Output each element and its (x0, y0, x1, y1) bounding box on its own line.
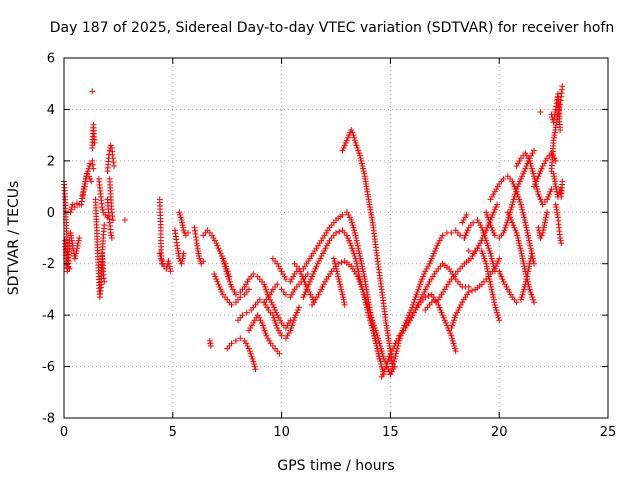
data-series-s25 (224, 335, 259, 373)
data-series-s55 (550, 170, 566, 200)
data-series-s38 (387, 227, 468, 378)
y-tick-label: 6 (47, 52, 55, 67)
y-tick-label: -8 (42, 412, 55, 427)
y-tick-label: -6 (42, 360, 55, 375)
chart-title: Day 187 of 2025, Sidereal Day-to-day VTE… (50, 20, 614, 36)
data-series-s06 (79, 170, 95, 200)
data-series-s28 (256, 276, 294, 331)
data-series-s04 (67, 229, 83, 262)
data-series-s15 (121, 217, 128, 223)
data-series-s22 (211, 271, 252, 308)
plot-frame (63, 57, 609, 419)
data-series-s54 (548, 83, 566, 175)
x-tick-label: 20 (491, 425, 508, 440)
x-axis-label: GPS time / hours (277, 458, 394, 474)
x-tick-label: 5 (169, 425, 177, 440)
data-series-s07 (89, 121, 98, 151)
data-series-s53 (537, 109, 544, 115)
y-tick-label: -4 (42, 309, 55, 324)
data-markers (61, 83, 566, 380)
y-tick-label: 4 (47, 103, 55, 118)
y-tick-label: 0 (47, 206, 55, 221)
data-series-s19 (176, 209, 192, 239)
data-series-s20 (191, 224, 207, 267)
data-series-s14 (106, 175, 116, 223)
data-series-s24 (206, 337, 214, 349)
data-series-s37 (339, 127, 396, 370)
data-series-s52 (535, 209, 551, 241)
y-tick-label: 2 (47, 154, 55, 169)
y-tick-label: -2 (42, 257, 55, 272)
data-series-s10 (95, 175, 111, 221)
x-tick-label: 0 (60, 425, 68, 440)
data-series-s13 (104, 196, 115, 241)
x-tick-label: 15 (382, 425, 399, 440)
data-series-s05 (78, 157, 97, 208)
data-series-s30 (269, 255, 303, 285)
data-series-s03 (67, 200, 83, 216)
y-axis-label: SDTVAR / TECUs (6, 181, 22, 296)
x-tick-label: 25 (600, 425, 617, 440)
data-series-s57 (548, 91, 564, 133)
data-series-s11 (99, 250, 108, 285)
data-series-s56 (552, 201, 565, 247)
data-series-s08 (89, 88, 96, 95)
data-series-s12 (104, 142, 118, 175)
data-series-s45 (459, 211, 470, 226)
data-series-s44 (461, 217, 498, 275)
data-series-s27 (245, 312, 283, 357)
data-series-s43 (465, 245, 503, 324)
data-series-s49 (504, 209, 538, 306)
data-series-s23 (219, 255, 261, 298)
axis-ticks: 0 5 10 15 20 25 -8 -6 -4 -2 0 2 4 6 (42, 52, 616, 441)
data-series-s40 (396, 291, 459, 355)
x-tick-label: 10 (273, 425, 290, 440)
data-series-s32 (291, 260, 318, 306)
data-series-s36 (330, 255, 348, 308)
data-series-s39 (378, 260, 472, 380)
data-series-s29 (261, 299, 303, 342)
data-series-s35 (309, 258, 398, 378)
data-series-s18 (171, 227, 187, 267)
data-series-s17 (156, 250, 174, 275)
